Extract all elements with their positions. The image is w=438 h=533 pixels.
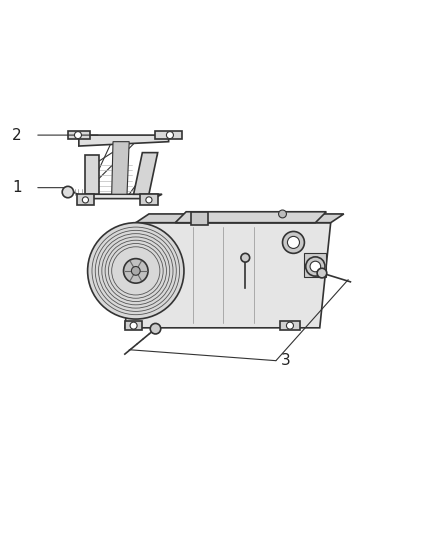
Polygon shape	[155, 131, 182, 140]
Polygon shape	[79, 135, 169, 146]
Polygon shape	[125, 321, 142, 330]
Text: 2: 2	[12, 127, 22, 143]
Circle shape	[279, 210, 286, 218]
Polygon shape	[125, 223, 331, 328]
Circle shape	[310, 261, 321, 272]
Polygon shape	[112, 142, 129, 194]
Circle shape	[286, 322, 293, 329]
Circle shape	[130, 322, 137, 329]
Text: 1: 1	[12, 180, 22, 195]
Circle shape	[166, 132, 173, 139]
Circle shape	[241, 253, 250, 262]
Text: 3: 3	[280, 353, 290, 368]
Circle shape	[146, 197, 152, 203]
Polygon shape	[140, 194, 158, 205]
Circle shape	[131, 266, 140, 275]
Circle shape	[62, 187, 74, 198]
Polygon shape	[68, 131, 90, 140]
Polygon shape	[79, 194, 162, 199]
Polygon shape	[134, 152, 158, 194]
Circle shape	[287, 237, 300, 248]
Circle shape	[88, 223, 184, 319]
Polygon shape	[85, 155, 99, 194]
Circle shape	[124, 259, 148, 283]
Circle shape	[317, 268, 327, 278]
Polygon shape	[280, 321, 300, 330]
Polygon shape	[175, 212, 326, 223]
Circle shape	[306, 257, 325, 276]
Circle shape	[283, 231, 304, 253]
Circle shape	[150, 324, 161, 334]
Polygon shape	[77, 194, 94, 205]
Circle shape	[74, 132, 81, 139]
Polygon shape	[136, 214, 344, 223]
Polygon shape	[304, 253, 326, 278]
Circle shape	[82, 197, 88, 203]
Polygon shape	[191, 212, 208, 225]
